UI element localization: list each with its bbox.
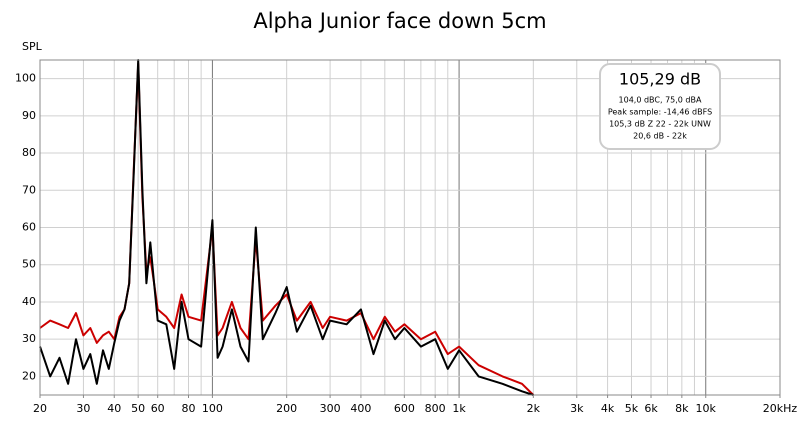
x-tick-label: 30 — [76, 402, 90, 415]
x-tick-label: 1k — [452, 402, 466, 415]
y-tick-label: 20 — [22, 369, 36, 382]
info-box-frame — [599, 63, 721, 150]
x-tick-label: 50 — [131, 402, 145, 415]
info-main: 105,29 dB — [619, 70, 701, 89]
y-tick-label: 50 — [22, 258, 36, 271]
y-tick-label: 70 — [22, 183, 36, 196]
info-line: Peak sample: -14,46 dBFS — [608, 108, 712, 117]
data-line — [39, 59, 534, 396]
x-tick-label: 20 — [33, 402, 47, 415]
x-tick-label: 100 — [202, 402, 223, 415]
plot — [39, 59, 535, 396]
x-tick-label: 4k — [601, 402, 615, 415]
x-tick-label: 800 — [425, 402, 446, 415]
info-line: 104,0 dBC, 75,0 dBA — [619, 96, 702, 105]
x-tick-label: 400 — [350, 402, 371, 415]
x-tick-label: 20kHz — [763, 402, 798, 415]
x-tick-label: 8k — [675, 402, 689, 415]
y-tick-label: 60 — [22, 221, 36, 234]
y-tick-label: 90 — [22, 109, 36, 122]
chart-title: Alpha Junior face down 5cm — [253, 9, 546, 33]
y-tick-label: 40 — [22, 295, 36, 308]
x-tick-label: 80 — [182, 402, 196, 415]
x-tick-label: 600 — [394, 402, 415, 415]
x-tick-label: 10k — [696, 402, 717, 415]
y-tick-label: 100 — [15, 72, 36, 85]
x-tick-label: 2k — [527, 402, 541, 415]
x-tick-label: 40 — [107, 402, 121, 415]
x-tick-label: 3k — [570, 402, 584, 415]
info-box: 105,29 dB 104,0 dBC, 75,0 dBA Peak sample:… — [599, 63, 721, 150]
info-line: 105,3 dB Z 22 - 22k UNW — [609, 120, 711, 129]
x-tick-label: 300 — [320, 402, 341, 415]
plot-frame — [39, 59, 781, 396]
y-tick-label: 80 — [22, 146, 36, 159]
y-tick-label: 30 — [22, 332, 36, 345]
x-tick-label: 60 — [151, 402, 165, 415]
x-tick-label: 6k — [644, 402, 658, 415]
x-tick-label: 200 — [276, 402, 297, 415]
y-axis-label: SPL — [22, 40, 43, 53]
x-tick-label: 5k — [625, 402, 639, 415]
info-line: 20,6 dB - 22k — [633, 132, 687, 141]
